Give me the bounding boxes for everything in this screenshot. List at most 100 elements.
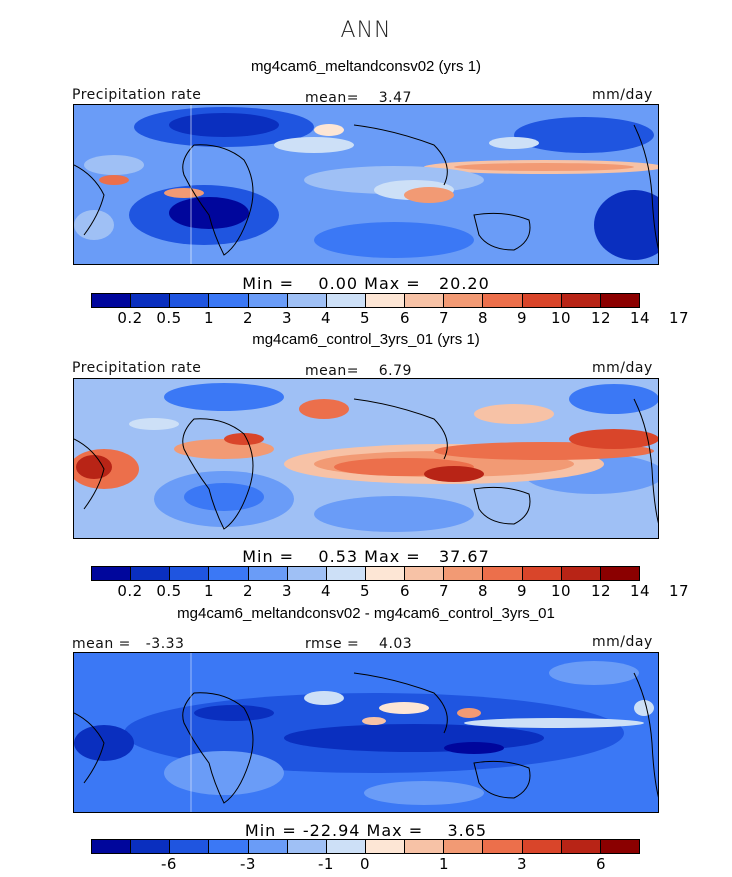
colorbar-tick: 14 [629, 309, 651, 327]
colorbar-bin [326, 840, 366, 853]
colorbar-bin [92, 840, 132, 853]
colorbar-bin [365, 567, 406, 580]
colorbar-tick: 0.5 [156, 309, 182, 327]
panel-1-map-field [74, 105, 658, 264]
colorbar-bin [92, 567, 132, 580]
colorbar-tick: 2 [242, 582, 254, 600]
colorbar-bin [209, 840, 249, 853]
colorbar-bin [170, 840, 210, 853]
panel-2-mean-label: mean= 6.79 [305, 363, 412, 379]
colorbar-tick: 0 [359, 855, 371, 873]
colorbar-tick: 14 [629, 582, 651, 600]
panel-2-field-label: Precipitation rate [72, 360, 202, 376]
colorbar-bin [365, 294, 406, 307]
colorbar-tick: 2 [242, 309, 254, 327]
panel-3-units-label: mm/day [592, 634, 653, 650]
colorbar-tick: 4 [320, 309, 332, 327]
panel-1-units-label: mm/day [592, 87, 653, 103]
colorbar-bin [561, 840, 601, 853]
colorbar-tick: 9 [516, 309, 528, 327]
colorbar-bin [287, 567, 327, 580]
colorbar-tick: 6 [399, 309, 411, 327]
colorbar-bin [131, 567, 171, 580]
panel-3-colorbar [91, 839, 640, 854]
panel-3-map [73, 652, 659, 813]
colorbar-tick: 1 [203, 309, 215, 327]
colorbar-tick: 7 [438, 582, 450, 600]
colorbar-tick: 3 [516, 855, 528, 873]
panel-2-map [73, 378, 659, 539]
colorbar-tick: 10 [550, 309, 572, 327]
panel-2-map-field [74, 379, 658, 538]
colorbar-tick: -3 [240, 855, 256, 873]
panel-2-units-label: mm/day [592, 360, 653, 376]
colorbar-bin [522, 567, 562, 580]
colorbar-bin [287, 840, 327, 853]
colorbar-tick: 5 [359, 582, 371, 600]
colorbar-bin [405, 840, 445, 853]
colorbar-bin [444, 840, 484, 853]
panel-2-minmax: Min = 0.53 Max = 37.67 [242, 547, 490, 566]
colorbar-tick: 1 [438, 855, 450, 873]
colorbar-tick: 12 [590, 309, 612, 327]
panel-1-colorbar-ticks: 0.2 0.5 1 2 3 4 5 6 7 8 9 10 12 14 17 [91, 309, 688, 327]
colorbar-bin [326, 294, 366, 307]
panel-2-colorbar [91, 566, 640, 581]
colorbar-bin [209, 294, 249, 307]
colorbar-bin [131, 294, 171, 307]
colorbar-tick: 8 [477, 582, 489, 600]
colorbar-tick: 4 [320, 582, 332, 600]
colorbar-tick: 8 [477, 309, 489, 327]
colorbar-bin [600, 840, 639, 853]
panel-1-colorbar [91, 293, 640, 308]
colorbar-bin [248, 567, 288, 580]
colorbar-bin [248, 840, 288, 853]
panel-3-map-field [74, 653, 658, 812]
panel-3-title: mg4cam6_meltandconsv02 - mg4cam6_control… [177, 605, 555, 622]
panel-2-title: mg4cam6_control_3yrs_01 (yrs 1) [252, 331, 480, 348]
colorbar-tick: -6 [161, 855, 177, 873]
colorbar-tick: 17 [668, 582, 690, 600]
panel-1-minmax: Min = 0.00 Max = 20.20 [242, 274, 490, 293]
colorbar-tick: 6 [595, 855, 607, 873]
panel-1-title: mg4cam6_meltandconsv02 (yrs 1) [250, 58, 482, 75]
colorbar-bin [600, 294, 639, 307]
panel-3-mean-label: mean = -3.33 [72, 636, 185, 652]
panel-2-colorbar-ticks: 0.2 0.5 1 2 3 4 5 6 7 8 9 10 12 14 17 [91, 582, 688, 600]
colorbar-bin [131, 840, 171, 853]
panel-1-field-label: Precipitation rate [72, 87, 202, 103]
colorbar-tick: 5 [359, 309, 371, 327]
panel-3-colorbar-ticks: -6 -3 -1 0 1 3 6 [91, 855, 640, 873]
colorbar-bin [561, 294, 601, 307]
colorbar-bin [522, 840, 562, 853]
colorbar-bin [483, 567, 523, 580]
colorbar-tick: 0.2 [117, 582, 143, 600]
colorbar-bin [405, 294, 445, 307]
colorbar-bin [405, 567, 445, 580]
colorbar-tick: 3 [281, 582, 293, 600]
colorbar-tick: 6 [399, 582, 411, 600]
colorbar-bin [170, 294, 210, 307]
colorbar-bin [483, 294, 523, 307]
colorbar-tick: 1 [203, 582, 215, 600]
colorbar-bin [444, 294, 484, 307]
colorbar-tick: 0.2 [117, 309, 143, 327]
panel-1-map [73, 104, 659, 265]
colorbar-tick: 7 [438, 309, 450, 327]
colorbar-bin [483, 840, 523, 853]
panel-3-minmax: Min = -22.94 Max = 3.65 [244, 821, 488, 840]
colorbar-bin [326, 567, 366, 580]
colorbar-bin [522, 294, 562, 307]
colorbar-tick: 3 [281, 309, 293, 327]
colorbar-tick: 17 [668, 309, 690, 327]
colorbar-bin [287, 294, 327, 307]
colorbar-bin [600, 567, 639, 580]
colorbar-bin [209, 567, 249, 580]
panel-3-rmse-label: rmse = 4.03 [305, 636, 413, 652]
figure-title: ANN [340, 18, 392, 43]
colorbar-bin [365, 840, 406, 853]
colorbar-tick: -1 [318, 855, 334, 873]
colorbar-tick: 0.5 [156, 582, 182, 600]
colorbar-bin [170, 567, 210, 580]
panel-1-mean-label: mean= 3.47 [305, 90, 412, 106]
